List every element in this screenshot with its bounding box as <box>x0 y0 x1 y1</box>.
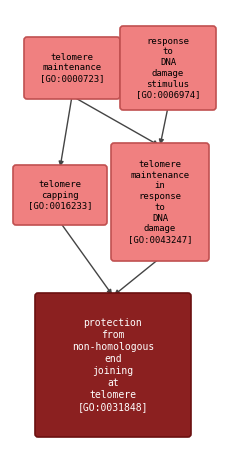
FancyBboxPatch shape <box>110 143 208 261</box>
FancyBboxPatch shape <box>35 293 190 437</box>
Text: telomere
capping
[GO:0016233]: telomere capping [GO:0016233] <box>28 180 92 210</box>
Text: telomere
maintenance
[GO:0000723]: telomere maintenance [GO:0000723] <box>40 53 104 83</box>
FancyBboxPatch shape <box>119 26 215 110</box>
FancyBboxPatch shape <box>24 37 119 99</box>
FancyBboxPatch shape <box>13 165 106 225</box>
Text: protection
from
non-homologous
end
joining
at
telomere
[GO:0031848]: protection from non-homologous end joini… <box>72 318 153 412</box>
Text: response
to
DNA
damage
stimulus
[GO:0006974]: response to DNA damage stimulus [GO:0006… <box>135 37 199 99</box>
Text: telomere
maintenance
in
response
to
DNA
damage
[GO:0043247]: telomere maintenance in response to DNA … <box>127 160 191 244</box>
